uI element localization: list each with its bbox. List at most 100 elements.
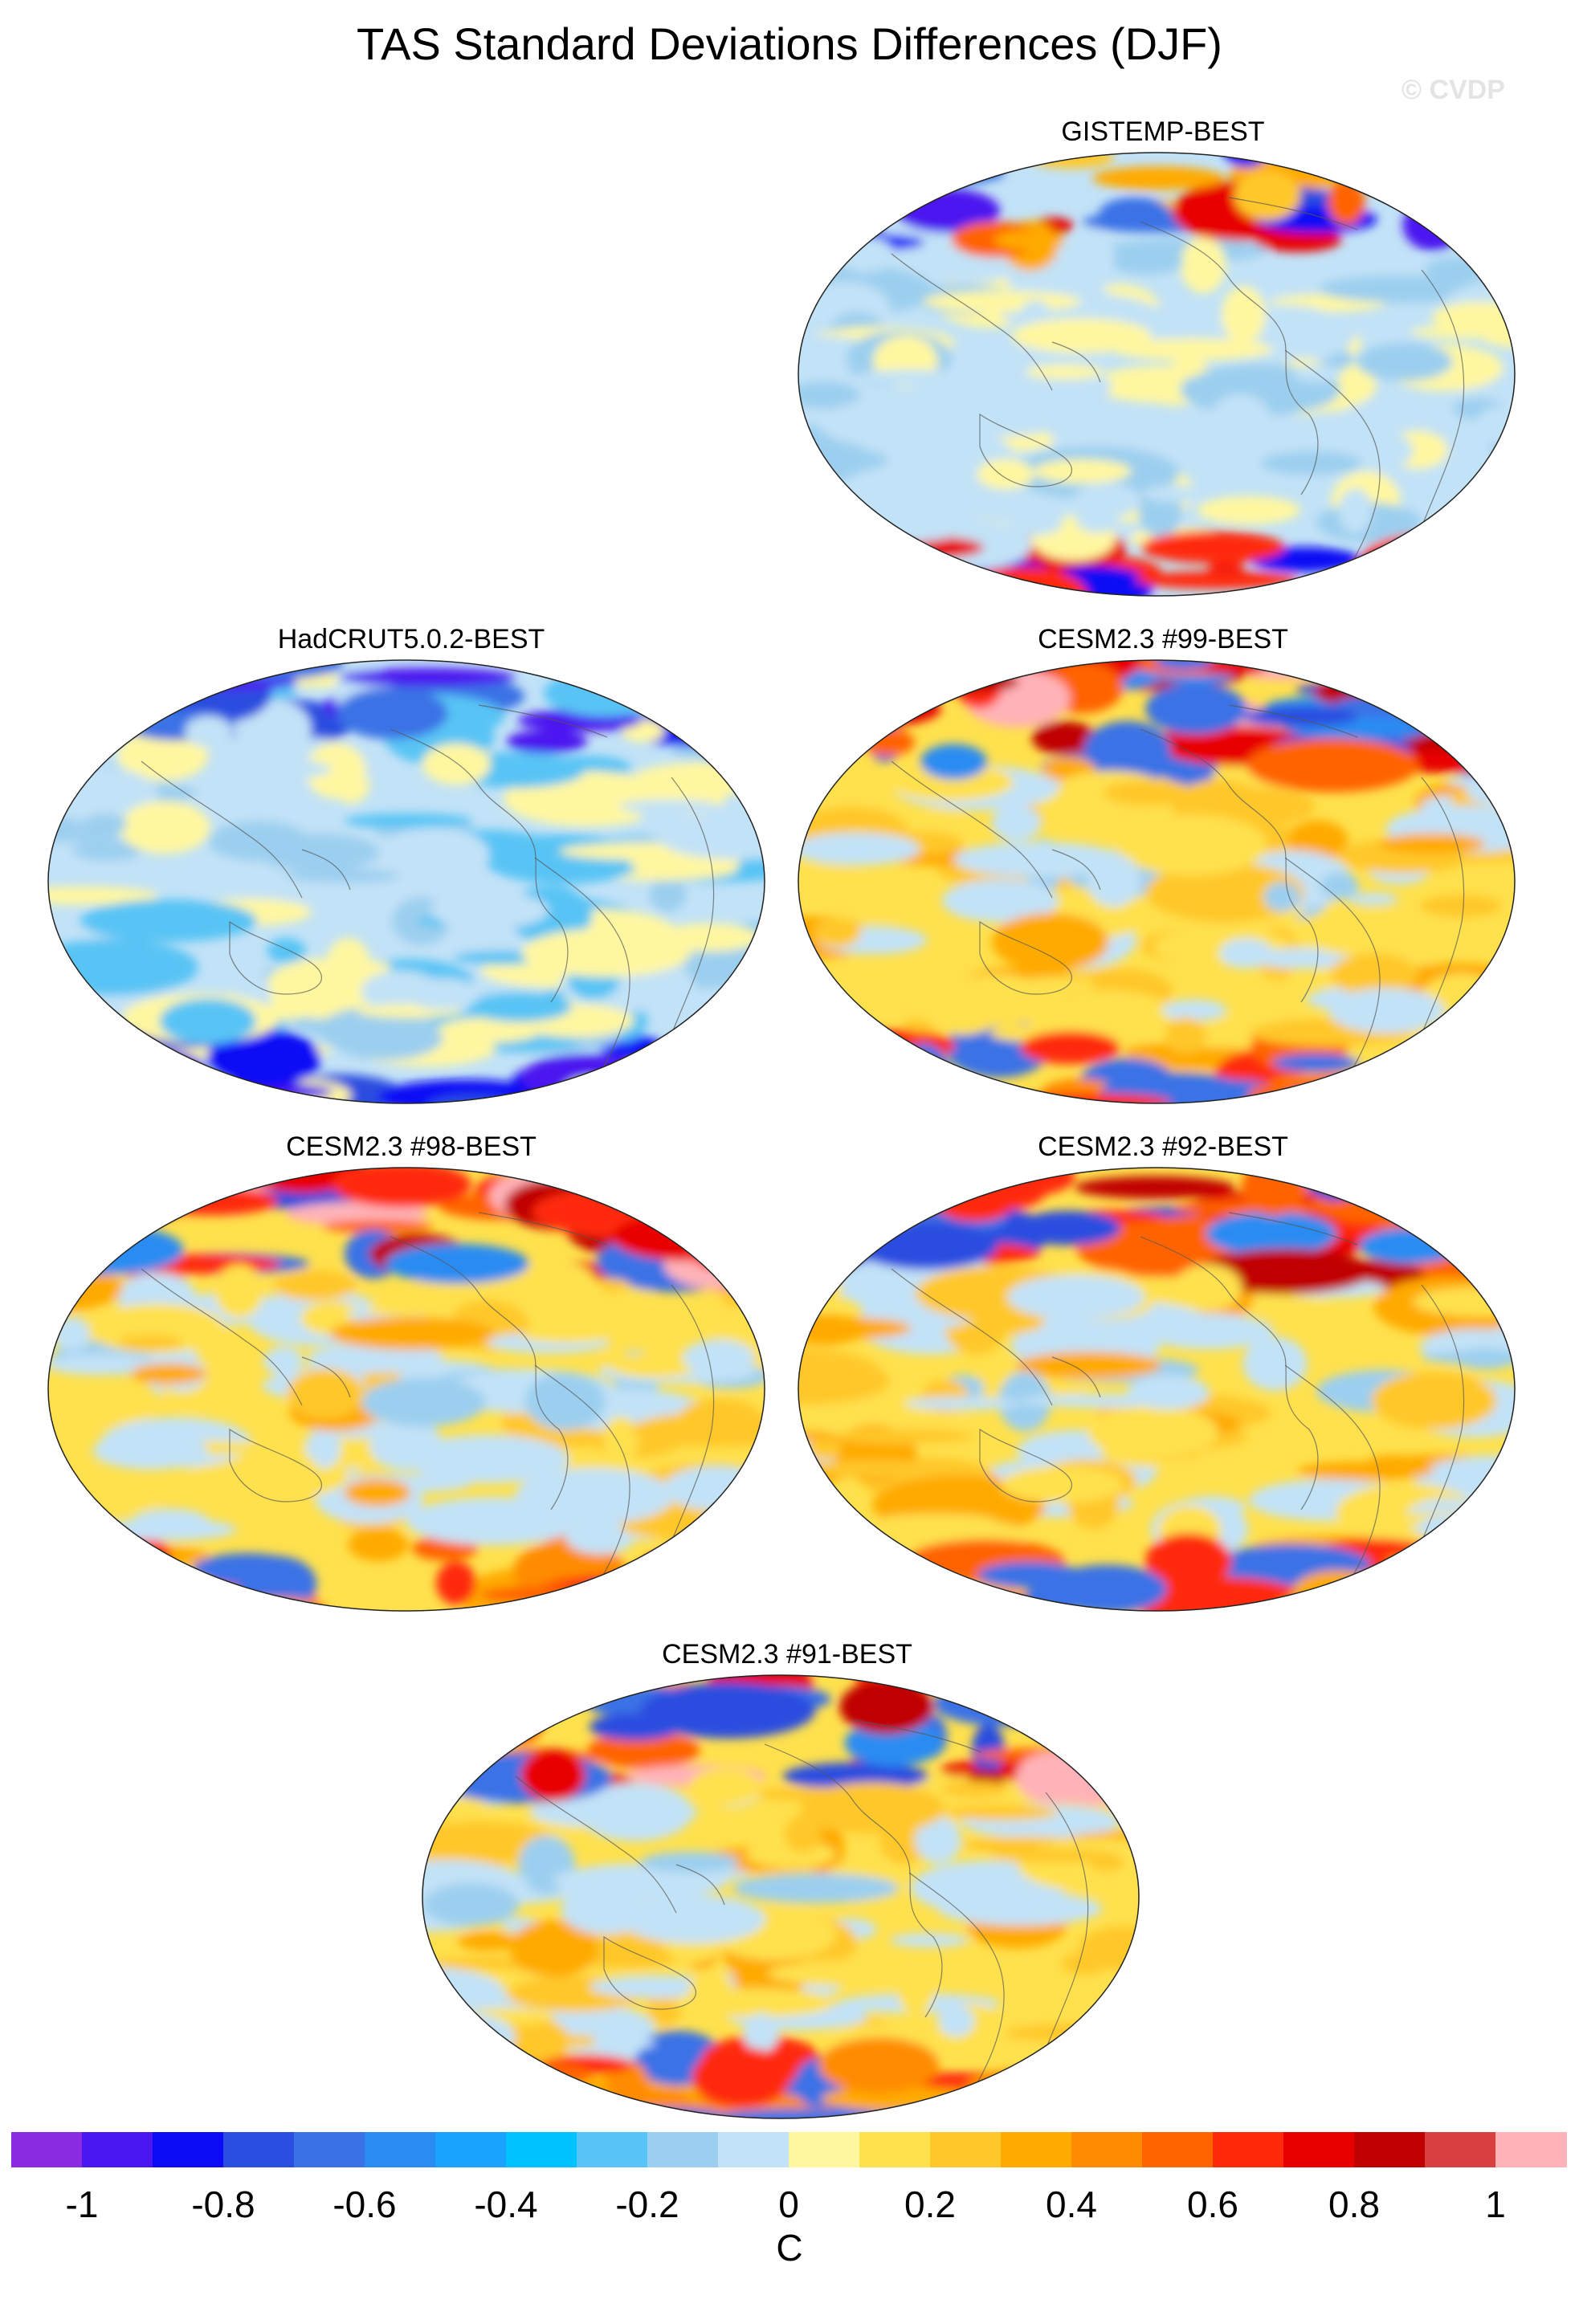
colorbar-swatch <box>82 2132 153 2167</box>
map-anomaly-patch <box>1366 433 1414 467</box>
map-anomaly-patch <box>1172 357 1206 377</box>
coastline <box>1284 857 1381 1075</box>
map-anomaly-patch <box>798 1543 851 1562</box>
map-anomaly-patch <box>1298 910 1472 957</box>
map-canvas <box>47 1167 765 1612</box>
map-anomaly-patch <box>727 976 765 1006</box>
map-anomaly-patch <box>524 1372 606 1431</box>
map-cesm91 <box>419 1672 1142 2122</box>
map-anomaly-patch <box>1378 833 1485 854</box>
map-anomaly-patch <box>255 834 380 871</box>
map-anomaly-patch <box>800 1267 843 1311</box>
map-anomaly-patch <box>1197 495 1300 525</box>
map-anomaly-patch <box>1418 1515 1475 1540</box>
map-anomaly-patch <box>148 1093 267 1103</box>
map-anomaly-patch <box>1022 1675 1139 1697</box>
map-anomaly-patch <box>806 1438 842 1460</box>
map-anomaly-patch <box>862 728 915 756</box>
map-anomaly-patch <box>1250 948 1363 969</box>
map-anomaly-patch <box>262 1450 321 1505</box>
map-anomaly-patch <box>48 668 154 722</box>
map-anomaly-patch <box>1319 275 1491 304</box>
map-anomaly-patch <box>670 1542 724 1560</box>
panel-title-cesm99: CESM2.3 #99-BEST <box>1038 624 1288 654</box>
map-anomaly-patch <box>1391 1547 1515 1570</box>
map-anomaly-patch <box>884 1088 977 1103</box>
map-anomaly-patch <box>1241 271 1311 295</box>
coastline <box>1228 704 1358 738</box>
map-anomaly-patch <box>457 1931 519 1951</box>
map-anomaly-patch <box>1254 227 1342 252</box>
coastline <box>478 704 608 738</box>
map-anomaly-patch <box>1455 1499 1515 1528</box>
map-anomaly-patch <box>572 1574 719 1611</box>
map-anomaly-patch <box>1087 854 1140 907</box>
map-anomaly-patch <box>619 799 720 814</box>
map-anomaly-patch <box>423 2059 519 2114</box>
map-anomaly-patch <box>611 1213 761 1262</box>
map-anomaly-patch <box>692 2047 792 2108</box>
map-anomaly-patch <box>348 1527 409 1562</box>
colorbar-swatch <box>1495 2132 1567 2167</box>
coastline <box>1228 197 1358 230</box>
map-anomaly-patch <box>143 1572 214 1607</box>
map-anomaly-patch <box>287 1368 365 1419</box>
coastline <box>891 760 1053 899</box>
map-anomaly-patch <box>1281 1091 1322 1103</box>
map-anomaly-patch <box>1402 695 1515 722</box>
map-anomaly-patch <box>361 1377 486 1427</box>
map-anomaly-patch <box>48 1081 166 1103</box>
map-anomaly-patch <box>521 1328 614 1343</box>
map-anomaly-patch <box>114 1187 183 1221</box>
map-anomaly-patch <box>1373 565 1515 590</box>
map-anomaly-patch <box>509 1919 599 1977</box>
map-anomaly-patch <box>323 1220 434 1233</box>
map-anomaly-patch <box>51 1316 92 1351</box>
map-anomaly-patch <box>849 899 904 922</box>
map-anomaly-patch <box>48 1065 190 1103</box>
coastline <box>671 777 715 1035</box>
map-anomaly-patch <box>1371 1372 1497 1430</box>
map-anomaly-patch <box>423 1883 519 1926</box>
map-anomaly-patch <box>621 1168 747 1193</box>
colorbar-swatch <box>1213 2132 1284 2167</box>
coastline <box>229 1428 322 1502</box>
map-anomaly-patch <box>48 886 158 905</box>
map-anomaly-patch <box>95 1518 237 1541</box>
colorbar-tick-label: -0.6 <box>333 2183 397 2225</box>
map-anomaly-patch <box>185 716 232 748</box>
map-anomaly-patch <box>989 1849 1117 1863</box>
map-anomaly-patch <box>926 1675 1038 1687</box>
map-anomaly-patch <box>838 1560 907 1597</box>
colorbar-swatch <box>506 2132 577 2167</box>
map-anomaly-patch <box>782 1762 929 1790</box>
map-canvas <box>798 152 1516 597</box>
colorbar-swatch <box>1142 2132 1214 2167</box>
map-anomaly-patch <box>1438 1014 1511 1032</box>
map-anomaly-patch <box>344 813 473 829</box>
map-anomaly-patch <box>798 1295 818 1316</box>
coastline <box>141 760 303 899</box>
map-border <box>798 1167 1516 1612</box>
map-anomaly-patch <box>1416 1182 1477 1228</box>
colorbar-swatch <box>1001 2132 1072 2167</box>
map-anomaly-patch <box>1140 531 1285 564</box>
map-anomaly-patch <box>99 1534 172 1583</box>
map-anomaly-patch <box>1083 720 1171 778</box>
map-anomaly-patch <box>1089 2049 1139 2098</box>
map-anomaly-patch <box>1092 166 1226 190</box>
map-anomaly-patch <box>1206 1211 1337 1256</box>
colorbar-swatch <box>1425 2132 1496 2167</box>
map-anomaly-patch <box>1402 682 1515 736</box>
map-anomaly-patch <box>686 1218 741 1269</box>
map-anomaly-patch <box>1084 1675 1136 1702</box>
map-anomaly-patch <box>813 660 966 689</box>
map-anomaly-patch <box>850 369 978 385</box>
map-anomaly-patch <box>435 1675 597 1691</box>
coastline <box>1140 1236 1319 1511</box>
map-anomaly-patch <box>818 1172 884 1213</box>
map-anomaly-patch <box>405 1434 569 1484</box>
map-anomaly-patch <box>206 1029 321 1089</box>
colorbar-swatch <box>930 2132 1002 2167</box>
map-anomaly-patch <box>936 1188 1014 1222</box>
